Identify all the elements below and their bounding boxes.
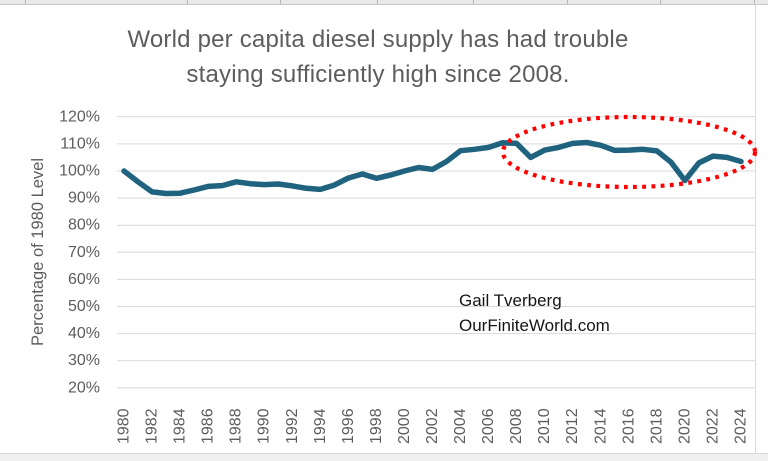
y-tick-label: 80% [68, 217, 100, 234]
x-tick-label: 1988 [228, 408, 245, 444]
x-tick-label: 2000 [396, 408, 413, 444]
y-tick-label: 90% [68, 190, 100, 207]
y-tick-label: 120% [59, 108, 100, 125]
column-separator [377, 0, 378, 4]
y-tick-label: 110% [60, 135, 100, 152]
x-tick-label: 1990 [256, 408, 273, 444]
x-tick-label: 2004 [452, 408, 469, 444]
x-tick-label: 2002 [424, 408, 441, 444]
x-tick-label: 1984 [172, 408, 189, 444]
y-tick-label: 30% [68, 352, 100, 369]
x-tick-label: 1996 [340, 408, 357, 444]
chart-title: World per capita diesel supply has had t… [0, 22, 756, 92]
diesel-supply-line [121, 139, 744, 197]
y-tick-label: 70% [68, 244, 100, 261]
y-tick-label: 40% [68, 325, 100, 342]
column-separator [280, 0, 281, 4]
y-tick-label: 50% [68, 298, 100, 315]
x-tick-label: 2010 [536, 408, 553, 444]
watermark-author: Gail Tverberg [459, 291, 562, 310]
x-tick-label: 2006 [480, 408, 497, 444]
column-separator [25, 0, 26, 4]
x-tick-label: 1980 [116, 408, 133, 444]
x-tick-label: 2008 [508, 408, 525, 444]
x-tick-label: 1998 [368, 408, 385, 444]
y-tick-label: 60% [68, 271, 100, 288]
x-tick-label: 2014 [592, 408, 609, 444]
x-tick-label: 1982 [144, 408, 161, 444]
column-separator [754, 0, 755, 4]
watermark: Gail Tverberg OurFiniteWorld.com [459, 288, 610, 338]
x-tick-label: 2020 [676, 408, 693, 444]
chart-title-line-2: staying sufficiently high since 2008. [186, 61, 570, 88]
column-separator [473, 0, 474, 4]
chart-title-line-1: World per capita diesel supply has had t… [127, 26, 629, 53]
x-tick-label: 2016 [620, 408, 637, 444]
x-tick-label: 2018 [648, 408, 665, 444]
x-tick-label: 1986 [200, 408, 217, 444]
y-tick-label: 100% [59, 163, 100, 180]
spreadsheet-bottom-edge [0, 453, 768, 461]
y-axis-title: Percentage of 1980 Level [29, 158, 47, 346]
column-separator [187, 0, 188, 4]
watermark-site: OurFiniteWorld.com [459, 316, 610, 335]
column-separator [567, 0, 568, 4]
x-tick-label: 2024 [732, 408, 749, 444]
x-tick-label: 2012 [564, 408, 581, 444]
x-tick-label: 1994 [312, 408, 329, 444]
chart-right-border [755, 4, 756, 453]
y-tick-label: 20% [68, 379, 100, 396]
highlight-ellipse [500, 114, 758, 190]
x-tick-label: 1992 [284, 408, 301, 444]
column-separator [660, 0, 661, 4]
x-tick-label: 2022 [704, 408, 721, 444]
spreadsheet-top-edge [0, 0, 768, 5]
